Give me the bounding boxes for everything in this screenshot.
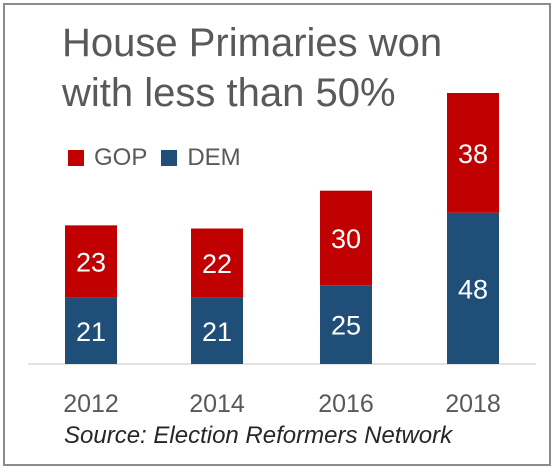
bar-gop-2018 — [447, 93, 499, 213]
bar-gop-2012 — [65, 225, 117, 298]
legend-label-dem: DEM — [187, 144, 241, 171]
legend-swatch-dem — [161, 150, 178, 166]
data-label-gop-2018: 38 — [458, 139, 488, 169]
data-label-gop-2016: 30 — [331, 224, 361, 254]
data-label-dem-2014: 21 — [202, 317, 232, 347]
data-label-dem-2012: 21 — [76, 317, 106, 347]
data-label-dem-2016: 25 — [331, 311, 361, 341]
data-label-gop-2014: 22 — [202, 249, 232, 279]
source-note: Source: Election Reformers Network — [64, 422, 453, 449]
legend-item-gop: GOP — [68, 144, 147, 172]
data-label-gop-2012: 23 — [76, 248, 106, 278]
bar-dem-2014 — [191, 297, 243, 364]
legend: GOP DEM — [68, 144, 255, 172]
legend-item-dem: DEM — [161, 144, 241, 172]
legend-swatch-gop — [68, 150, 84, 166]
x-tick-label-2018: 2018 — [445, 390, 501, 418]
bar-dem-2016 — [320, 285, 372, 364]
x-tick-label-2012: 2012 — [63, 390, 119, 418]
bar-gop-2016 — [320, 190, 372, 286]
data-label-dem-2018: 48 — [458, 274, 488, 304]
legend-label-gop: GOP — [94, 144, 148, 171]
bar-dem-2018 — [447, 212, 499, 364]
chart-title: House Primaries won with less than 50% — [62, 21, 443, 115]
bar-dem-2012 — [65, 297, 117, 364]
x-tick-label-2016: 2016 — [318, 390, 374, 418]
bar-gop-2014 — [191, 228, 243, 298]
x-tick-label-2014: 2014 — [189, 390, 245, 418]
